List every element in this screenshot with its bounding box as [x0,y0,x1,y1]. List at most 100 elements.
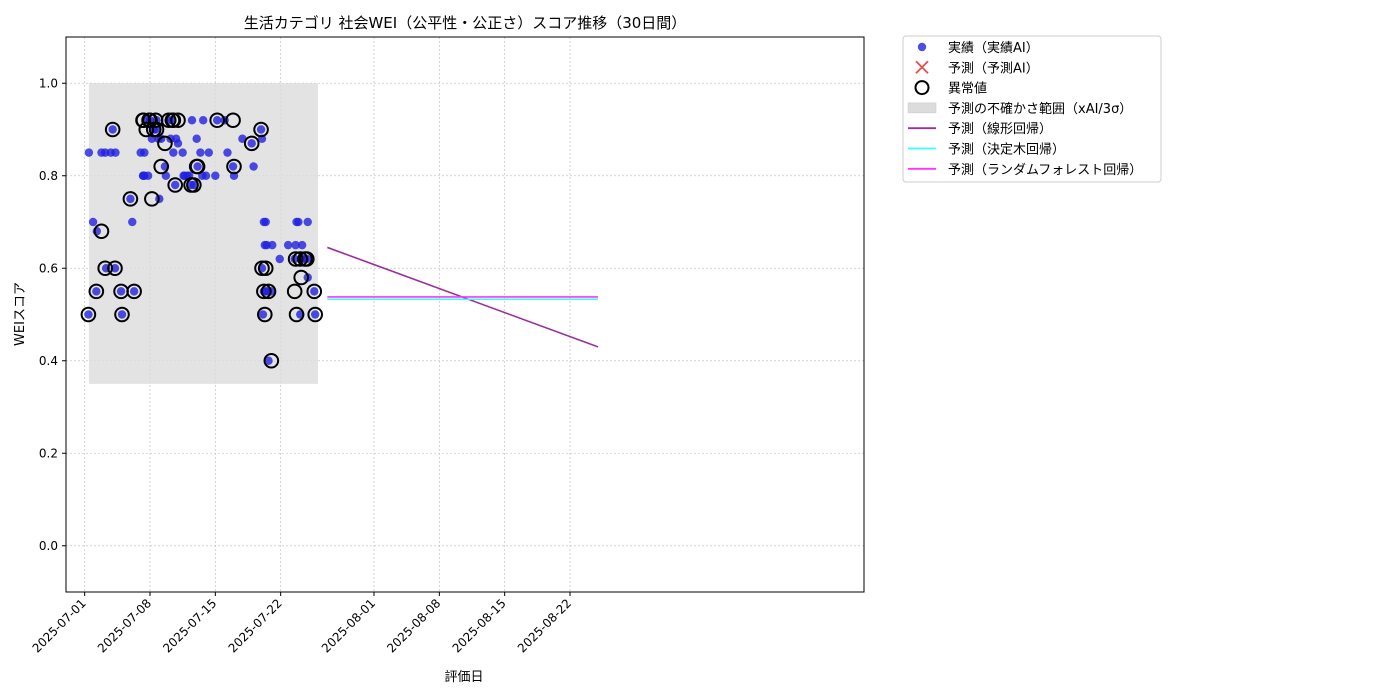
anomaly-ring [307,306,324,323]
anomaly-ring [114,306,130,323]
anomaly-ring [122,191,139,207]
actual-point [201,171,211,180]
actual-point [211,171,220,180]
actual-point [92,287,101,296]
anomaly-ring [306,283,323,300]
legend-label: 実績（実績AI） [948,40,1039,56]
anomaly-ring [260,283,277,300]
anomaly-ring [288,306,305,323]
x-axis-label: 評価日 [444,670,483,685]
actual-point [88,217,98,227]
actual-point [268,240,277,250]
legend-label: 予測（線形回帰） [948,121,1052,137]
uncertainty-band [88,83,318,384]
anomaly-ring [225,112,241,129]
actual-point [256,125,266,134]
legend-marker-cross [915,60,929,74]
anomaly-ring [88,283,105,300]
actual-point [169,148,178,157]
anomaly-ring [80,306,97,323]
anomaly-ring [104,121,121,138]
anomaly-ring [153,158,169,175]
actual-point [275,254,284,264]
actual-point [258,310,268,319]
prediction-lines [327,246,599,348]
actual-point [129,287,139,296]
y-tick-label: 1.0 [39,76,58,90]
actual-point [108,125,117,134]
anomaly-ring [93,223,110,240]
actual-point [310,287,319,296]
plot-frame [65,36,865,593]
actual-point [189,180,199,190]
anomaly-ring [107,260,123,277]
anomaly-markers [80,112,324,369]
legend-label: 予測（ランダムフォレスト回帰） [948,162,1142,178]
anomaly-ring [256,283,272,300]
actual-point [264,356,273,365]
y-axis: 0.0 0.2 0.4 0.6 0.8 1.0 [39,76,66,553]
anomaly-ring [189,158,206,175]
anomaly-ring [292,251,309,267]
y-tick-label: 0.0 [39,539,58,553]
actual-point [171,180,180,190]
actual-point [294,217,303,227]
actual-point [84,310,93,319]
anomaly-ring [97,260,113,277]
legend-label: 異常値 [948,81,987,97]
anomaly-ring [126,283,142,300]
anomaly-ring [167,177,183,193]
legend-label: 予測の不確かさ範囲（xAI/3σ） [948,101,1132,117]
legend-marker-dot [917,42,927,52]
actual-point [110,264,120,273]
anomaly-ring [226,158,242,175]
actual-point [126,194,135,204]
actual-point [178,148,187,157]
actual-point [140,148,149,157]
actual-point [228,162,238,171]
actual-point [311,310,320,319]
actual-point [84,148,94,157]
actual-point [193,162,202,171]
y-axis-label: WEIスコア [13,282,28,346]
anomaly-ring [243,135,260,152]
actual-point [290,254,299,264]
actual-point [213,116,222,125]
actual-point [117,310,127,319]
anomaly-ring [138,121,155,138]
actual-point [247,139,256,148]
actual-point [187,116,197,125]
legend-marker-ring [914,80,930,96]
y-tick-label: 0.8 [39,169,58,183]
uncertainty-band-layer [88,83,318,384]
y-tick-label: 0.2 [39,446,58,460]
legend-label: 予測（決定木回帰） [948,142,1065,158]
actual-point [283,240,293,250]
anomaly-ring [135,112,152,129]
anomaly-ring [157,135,173,152]
actual-point [196,148,205,157]
actual-point [291,240,300,250]
actual-point [116,287,126,296]
anomaly-ring [170,112,186,129]
legend-frame [902,35,1162,183]
anomaly-ring [148,121,165,138]
actual-point [192,134,201,143]
anomaly-ring [160,112,177,129]
actual-point [223,148,232,157]
anomaly-ring [263,352,280,369]
legend-label: 予測（予測AI） [948,61,1039,76]
actual-point [204,148,213,157]
anomaly-ring [257,260,274,277]
anomaly-ring [209,112,225,129]
chart-title: 生活カテゴリ 社会WEI（公平性・公正さ）スコア推移（30日間） [244,14,687,32]
y-tick-label: 0.6 [39,261,58,275]
anomaly-ring [257,306,273,323]
actual-point [111,148,120,157]
actual-point [297,240,307,250]
anomaly-ring [299,251,315,267]
actual-point [128,217,137,227]
anomaly-ring [186,177,202,193]
